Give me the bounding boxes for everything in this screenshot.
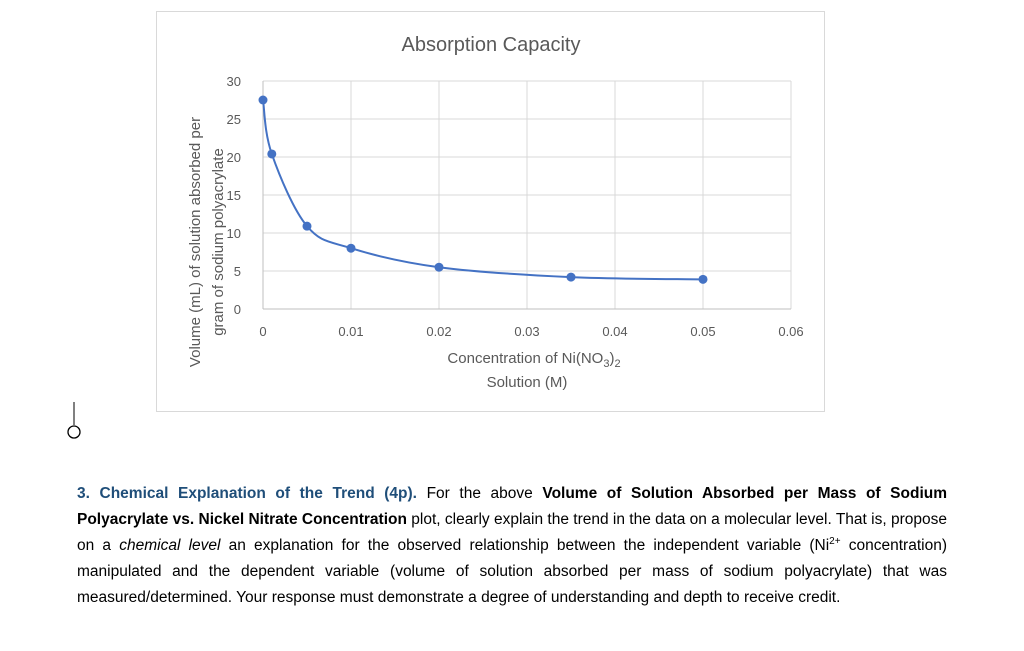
x-tick-label: 0.03 bbox=[514, 324, 539, 339]
data-points bbox=[258, 95, 708, 284]
data-point bbox=[258, 95, 268, 105]
question-number: 3. Chemical Explanation of the Trend (4p… bbox=[77, 485, 417, 502]
y-tick-label: 20 bbox=[227, 150, 241, 165]
question-text-3: concentration) manipulated and the depen… bbox=[77, 537, 947, 606]
y-tick-label: 10 bbox=[227, 226, 241, 241]
series-line bbox=[262, 99, 704, 281]
question-text-1: plot, clearly explain the trend in the d… bbox=[77, 511, 947, 554]
y-tick-label: 0 bbox=[234, 302, 241, 317]
y-tick-label: 15 bbox=[227, 188, 241, 203]
data-point bbox=[346, 243, 356, 253]
x-tick-label: 0.04 bbox=[602, 324, 627, 339]
y-axis-label-line2: gram of sodium polyacrylate bbox=[210, 148, 227, 336]
y-tick-label: 25 bbox=[227, 112, 241, 127]
tick-labels: 0 5 10 15 20 25 30 0 0.01 0.02 0.03 0.04 0.05 0.06 bbox=[227, 74, 804, 339]
x-axis-label-line2: Solution (M) bbox=[487, 374, 568, 391]
x-axis-label-sub3: 3 bbox=[603, 358, 609, 370]
question-text-2: an explanation for the observed relation… bbox=[228, 537, 830, 554]
data-point bbox=[267, 149, 277, 159]
x-axis-label-main: Concentration of Ni(NO bbox=[447, 350, 603, 367]
question-paragraph: 3. Chemical Explanation of the Trend (4p… bbox=[77, 481, 947, 611]
x-tick-label: 0.06 bbox=[778, 324, 803, 339]
x-tick-label: 0.01 bbox=[338, 324, 363, 339]
y-axis-label-line1: Volume (mL) of solution absorbed per bbox=[187, 117, 204, 367]
axes bbox=[262, 81, 791, 310]
trendline bbox=[262, 99, 704, 281]
y-tick-label: 5 bbox=[234, 264, 241, 279]
data-point bbox=[698, 274, 708, 284]
bullet-circle-icon bbox=[67, 402, 81, 439]
x-tick-label: 0.05 bbox=[690, 324, 715, 339]
data-point bbox=[302, 221, 312, 231]
chart-svg: 0 5 10 15 20 25 30 0 0.01 0.02 0.03 0.04 0.05 0.06 Ab… bbox=[187, 34, 804, 391]
chart-area: 0 5 10 15 20 25 30 0 0.01 0.02 0.03 0.04 0.05 0.06 Ab… bbox=[156, 11, 825, 412]
question-intro: For the above bbox=[426, 485, 533, 502]
y-tick-label: 30 bbox=[227, 74, 241, 89]
x-tick-label: 0.02 bbox=[426, 324, 451, 339]
ion-charge-superscript: 2+ bbox=[829, 535, 841, 547]
plot-title-bold: Volume of Solution Absorbed per Mass of … bbox=[77, 485, 948, 528]
x-axis-label-sub2: 2 bbox=[614, 358, 620, 370]
chart-title: Absorption Capacity bbox=[402, 34, 581, 56]
x-axis-label: Concentration of Ni(NO3)2 bbox=[447, 350, 620, 370]
chemical-level-italic: chemical level bbox=[119, 537, 221, 554]
data-point bbox=[566, 272, 576, 282]
gridlines bbox=[263, 80, 792, 309]
data-point bbox=[434, 262, 444, 272]
x-axis-label-close: ) bbox=[609, 350, 614, 367]
x-tick-label: 0 bbox=[259, 324, 266, 339]
